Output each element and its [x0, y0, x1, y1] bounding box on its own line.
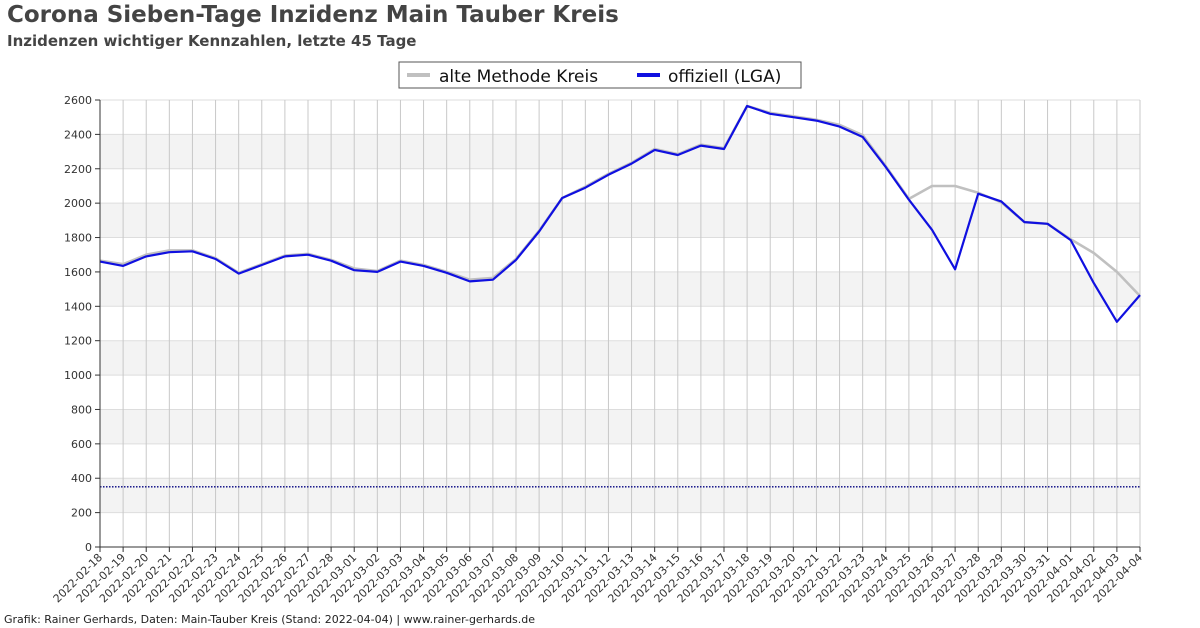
y-tick-label: 1600: [64, 266, 92, 279]
y-tick-label: 2200: [64, 163, 92, 176]
grid-band: [100, 203, 1140, 238]
legend-label-offiziell: offiziell (LGA): [668, 67, 781, 87]
y-tick-label: 0: [85, 541, 92, 554]
grid-band: [100, 478, 1140, 513]
chart-subtitle: Inzidenzen wichtiger Kennzahlen, letzte …: [7, 32, 417, 50]
x-tick-labels: 2022-02-182022-02-192022-02-202022-02-21…: [51, 547, 1145, 605]
y-tick-label: 1400: [64, 300, 92, 313]
grid-band: [100, 409, 1140, 444]
series-lines: [99, 104, 1141, 323]
axes: [99, 100, 1140, 548]
legend: alte Methode Kreis offiziell (LGA): [398, 61, 802, 89]
y-tick-label: 600: [71, 438, 92, 451]
y-tick-label: 2600: [64, 94, 92, 107]
y-tick-label: 1000: [64, 369, 92, 382]
y-tick-label: 400: [71, 472, 92, 485]
y-tick-label: 200: [71, 507, 92, 520]
y-tick-label: 800: [71, 403, 92, 416]
y-tick-label: 1800: [64, 232, 92, 245]
chart-title: Corona Sieben-Tage Inzidenz Main Tauber …: [7, 2, 619, 28]
legend-label-alte-methode: alte Methode Kreis: [439, 67, 598, 87]
vertical-gridlines: [99, 100, 1141, 547]
footer-credits: Grafik: Rainer Gerhards, Daten: Main-Tau…: [4, 613, 536, 626]
grid-band: [100, 271, 1140, 307]
y-tick-labels: 0 200 400 600 800 1000 1200 1400 1600 1800 2000 220…: [64, 94, 100, 554]
series-line-offiziell: [99, 104, 1141, 323]
grid-band: [100, 134, 1140, 169]
y-tick-label: 1200: [64, 335, 92, 348]
grid-band: [100, 340, 1140, 376]
y-tick-label: 2400: [64, 128, 92, 141]
y-tick-label: 2000: [64, 197, 92, 210]
grid-bands: [100, 134, 1140, 513]
legend-box: [398, 61, 802, 89]
